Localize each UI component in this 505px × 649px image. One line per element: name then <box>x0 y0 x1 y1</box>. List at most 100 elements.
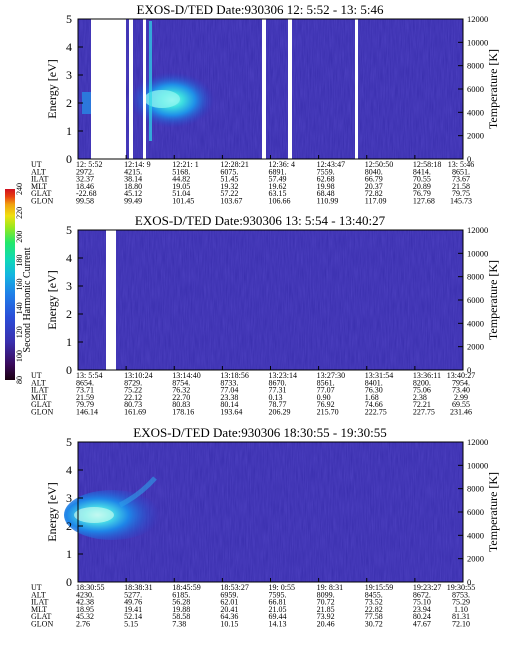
table-row-label: UT <box>31 371 42 380</box>
table-cell: 7595. <box>269 590 287 599</box>
table-cell: 76.79 <box>413 189 431 198</box>
table-cell: 8733. <box>220 378 238 387</box>
x-tick-label: 13: 5:54 <box>76 371 102 380</box>
table-row-label: GLAT <box>31 612 52 621</box>
panel-3-enhancement-tail <box>118 476 157 508</box>
table-cell: 22.82 <box>365 605 383 614</box>
table-cell: 19.05 <box>172 182 190 191</box>
data-gap <box>106 230 116 370</box>
table-cell: 8040. <box>365 167 383 176</box>
y-tick-label: 4 <box>66 463 72 477</box>
table-row-label: MLT <box>31 182 47 191</box>
panel-1-spike <box>149 21 152 141</box>
table-row-label: ILAT <box>31 386 48 395</box>
table-row-label: MLT <box>31 393 47 402</box>
table-cell: 14.13 <box>269 620 287 629</box>
x-tick-label: 19:30:55 <box>447 583 475 592</box>
y-tick-label: 3 <box>66 68 72 82</box>
table-cell: 77.31 <box>269 386 287 395</box>
table-cell: 77.58 <box>365 612 383 621</box>
table-cell: 21.85 <box>317 605 335 614</box>
table-row-label: GLON <box>31 408 53 417</box>
panel-1-y2label: Temperature [K] <box>486 49 500 129</box>
panel-1-axes: 0 1 2 3 4 5 0 2000 4000 6000 8000 10000 12000 <box>66 12 488 166</box>
x-tick-label: 13:27:30 <box>317 371 345 380</box>
table-cell: -22.68 <box>76 189 97 198</box>
colorbar-gradient <box>5 189 15 380</box>
table-cell: 5168. <box>172 167 190 176</box>
table-cell: 22.12 <box>124 393 142 402</box>
table-cell: 19.98 <box>317 182 335 191</box>
colorbar-tick-label: 220 <box>15 207 24 219</box>
table-cell: 69.55 <box>452 400 470 409</box>
table-cell: 6959. <box>220 590 238 599</box>
table-cell: 49.76 <box>124 598 142 607</box>
table-cell: 8753. <box>452 590 470 599</box>
panel-2-ylabel: Energy [eV] <box>45 270 59 329</box>
x-tick-label: 13:18:56 <box>220 371 248 380</box>
table-cell: 4215. <box>124 167 142 176</box>
table-cell: 38.14 <box>124 175 142 184</box>
colorbar-tick-label: 160 <box>15 279 24 291</box>
y2-tick-label: 8000 <box>467 61 484 71</box>
panel-2-noise <box>78 230 463 370</box>
table-cell: 99.58 <box>76 197 94 206</box>
x-tick-label: 19:15:59 <box>365 583 393 592</box>
table-cell: 58.58 <box>172 612 190 621</box>
table-cell: 51.04 <box>172 189 190 198</box>
table-cell: 8651. <box>452 167 470 176</box>
table-cell: 206.29 <box>269 408 291 417</box>
panel-1-gaps <box>91 19 358 159</box>
table-cell: 8672. <box>413 590 431 599</box>
table-cell: 7954. <box>452 378 470 387</box>
y-tick-label: 0 <box>66 152 72 166</box>
table-cell: 8200. <box>413 378 431 387</box>
colorbar-ticks: 80 100 120 140 160 180 200 220 240 <box>15 183 24 384</box>
y2-tick-label: 2000 <box>467 131 484 141</box>
table-cell: 8654. <box>76 378 94 387</box>
table-cell: 72.10 <box>452 620 470 629</box>
table-cell: 7559. <box>317 167 335 176</box>
table-row-label: ALT <box>31 378 46 387</box>
y2-tick-label: 0 <box>467 154 471 164</box>
panel-1-enhancement-core <box>144 90 180 108</box>
table-cell: 76.30 <box>365 386 383 395</box>
table-cell: 80.14 <box>220 400 238 409</box>
x-tick-label: 19:23:27 <box>413 583 441 592</box>
table-cell: 178.16 <box>172 408 194 417</box>
table-cell: 73.52 <box>365 598 383 607</box>
table-cell: 110.99 <box>317 197 339 206</box>
y2-tick-label: 4000 <box>467 530 484 540</box>
table-cell: 21.58 <box>452 182 470 191</box>
panel-3: EXOS-D/TED Date:930306 18:30:55 - 19:30:… <box>31 425 500 629</box>
colorbar-tick-label: 100 <box>15 350 24 362</box>
table-row-label: UT <box>31 160 42 169</box>
table-cell: 45.32 <box>76 612 94 621</box>
table-cell: 76.32 <box>172 386 190 395</box>
x-tick-label: 18:30:55 <box>76 583 104 592</box>
table-cell: 193.64 <box>220 408 242 417</box>
x-tick-label: 12:21: 1 <box>172 160 198 169</box>
y-tick-label: 5 <box>66 12 72 26</box>
panel-2-y2label: Temperature [K] <box>486 260 500 340</box>
table-cell: 80.24 <box>413 612 431 621</box>
y2-tick-label: 6000 <box>467 507 484 517</box>
table-cell: 2.99 <box>454 393 468 402</box>
table-cell: 73.71 <box>76 386 94 395</box>
table-cell: 8561. <box>317 378 335 387</box>
table-cell: 21.05 <box>269 605 287 614</box>
table-row-label: GLON <box>31 620 53 629</box>
table-cell: 42.38 <box>76 598 94 607</box>
table-cell: 161.69 <box>124 408 146 417</box>
colorbar: 80 100 120 140 160 180 200 220 240 Second Harmon… <box>5 183 33 384</box>
table-cell: 231.46 <box>450 408 472 417</box>
y2-tick-label: 12000 <box>467 225 488 235</box>
x-tick-label: 12:28:21 <box>220 160 248 169</box>
x-tick-label: 19: 0:55 <box>269 583 295 592</box>
panel-1-ylabel: Energy [eV] <box>45 59 59 118</box>
table-cell: 18.95 <box>76 605 94 614</box>
table-cell: 20.37 <box>365 182 383 191</box>
y2-tick-label: 12000 <box>467 437 488 447</box>
table-cell: 77.04 <box>220 386 238 395</box>
